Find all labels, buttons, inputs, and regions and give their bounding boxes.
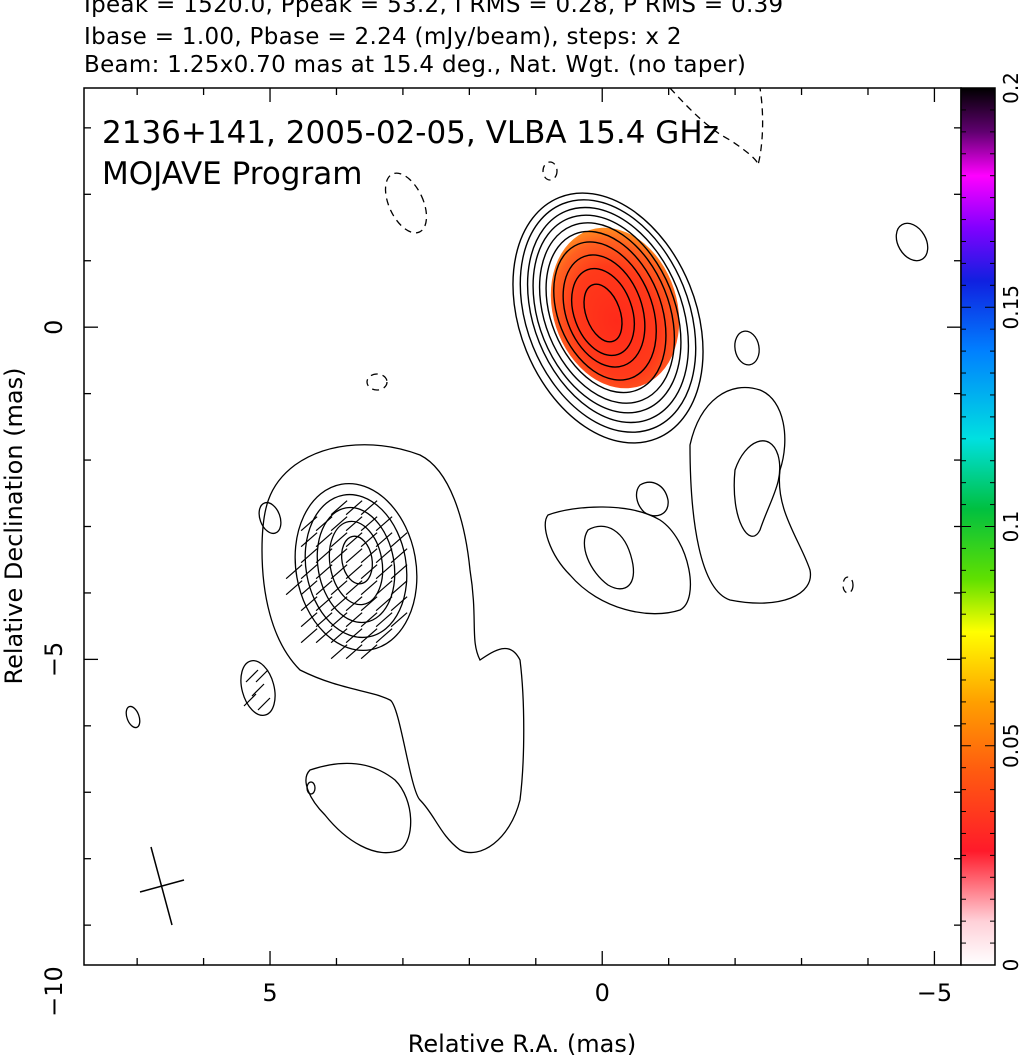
evpa-vector [330,500,348,516]
evpa-vector [330,564,348,580]
plot-frame [83,87,962,966]
evpa-vectors [243,500,408,711]
x-axis-label: Relative R.A. (mas) [408,1030,636,1058]
evpa-vector [375,548,393,564]
evpa-vector [330,596,348,612]
evpa-vector [330,532,348,548]
evpa-vector [315,628,333,644]
evpa-vector [300,532,318,548]
evpa-vector [315,516,333,532]
evpa-vector [390,532,408,548]
evpa-vector [375,516,393,532]
evpa-vector [360,580,378,596]
evpa-vector [300,596,318,612]
evpa-vector [285,580,303,596]
evpa-vector [257,697,271,711]
evpa-vector [300,516,318,532]
x-tick-label: −5 [917,979,952,1007]
evpa-vector [330,628,348,644]
evpa-vector [315,596,333,612]
evpa-vector [375,580,393,596]
evpa-vector [345,612,363,628]
colorbar-tick-label: 0.1 [999,511,1022,543]
colorbar-tick-label: 0.05 [999,723,1022,768]
evpa-vector [390,596,408,612]
evpa-vector [345,548,363,564]
evpa-vector [345,500,363,516]
evpa-vector [243,693,257,707]
x-tick-label: 5 [262,979,277,1007]
polarization-intensity-patch [550,227,680,389]
evpa-vector [375,564,393,580]
beam-cross [139,846,185,926]
y-tick-label: −10 [40,966,68,1017]
evpa-vector [300,564,318,580]
x-tick-label: 0 [595,979,610,1007]
evpa-vector [300,548,318,564]
evpa-vector [330,516,348,532]
jet-contours [125,222,929,854]
evpa-vector [345,628,363,644]
evpa-vector [330,612,348,628]
chart-subtitle: MOJAVE Program [102,156,362,192]
evpa-vector [375,532,393,548]
evpa-vector [300,612,318,628]
evpa-vector [360,548,378,564]
evpa-vector [375,628,393,644]
evpa-vector [300,580,318,596]
evpa-vector [390,612,408,628]
evpa-vector [375,612,393,628]
evpa-vector [315,532,333,548]
evpa-vector [360,532,378,548]
header-line-3: Beam: 1.25x0.70 mas at 15.4 deg., Nat. W… [84,52,747,78]
evpa-vector [390,580,408,596]
evpa-vector [245,669,259,683]
evpa-vector [390,548,408,564]
y-tick-label: 0 [40,320,68,335]
evpa-vector [285,564,303,580]
core-contours [512,192,704,444]
evpa-vector [345,644,363,660]
evpa-vector [360,500,378,516]
evpa-vector [360,516,378,532]
evpa-vector [315,564,333,580]
colorbar-tick-label: 0.2 [999,72,1022,104]
header-line-2: Ibase = 1.00, Pbase = 2.24 (mJy/beam), s… [84,24,682,50]
y-tick-label: −5 [40,642,68,677]
y-axis-label: Relative Declination (mas) [0,367,28,684]
evpa-vector [360,628,378,644]
evpa-vector [360,612,378,628]
evpa-vector [375,596,393,612]
evpa-vector [255,669,269,683]
evpa-vector [251,683,265,697]
evpa-vector [315,548,333,564]
evpa-vector [360,644,378,660]
evpa-vector [360,596,378,612]
evpa-vector [315,580,333,596]
evpa-vector [360,564,378,580]
evpa-vector [345,580,363,596]
colorbar-axis: 0 0.05 0.1 0.15 0.2 [961,72,1022,971]
negative-contours [366,88,854,594]
evpa-vector [390,564,408,580]
evpa-vector [345,564,363,580]
header-line-1: Ipeak = 1520.0, Ppeak = 53.2, I RMS = 0.… [84,0,784,18]
colorbar-tick-label: 0 [999,959,1022,972]
evpa-vector [345,516,363,532]
evpa-vector [345,596,363,612]
evpa-vector [345,532,363,548]
evpa-vector [330,644,348,660]
evpa-vector [315,612,333,628]
evpa-vector [330,580,348,596]
axes: 5 0 −5 0 −5 −10 [40,88,961,1017]
evpa-vector [330,548,348,564]
evpa-vector [300,628,318,644]
chart-title: 2136+141, 2005-02-05, VLBA 15.4 GHz [102,115,719,151]
colorbar-tick-label: 0.15 [999,285,1022,330]
